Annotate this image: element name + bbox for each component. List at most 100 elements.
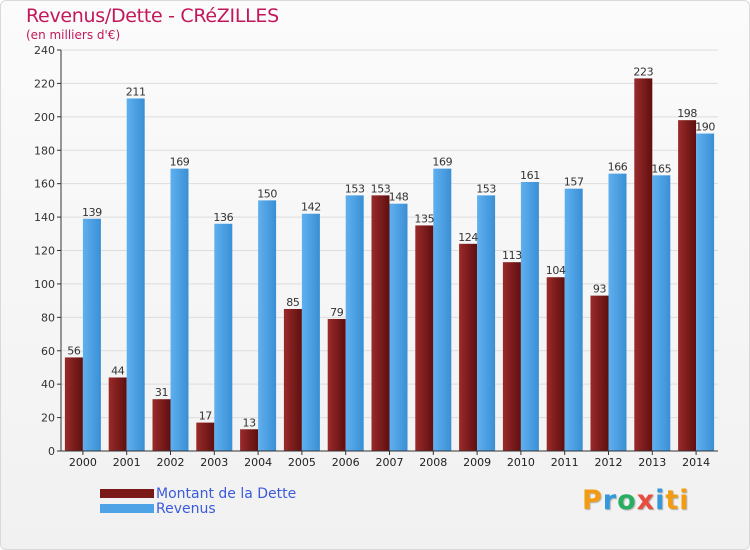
- bar-dette-2010: [502, 262, 521, 451]
- y-tick-label: 240: [34, 44, 55, 57]
- data-label-dette-2008: 135: [414, 212, 434, 225]
- chart-title: Revenus/Dette - CRéZILLES: [26, 5, 279, 27]
- bar-dette-2009: [459, 243, 478, 451]
- bar-revenus-2001: [126, 98, 145, 452]
- data-label-dette-2013: 223: [633, 65, 653, 78]
- proxiti-logo: Proxiti: [582, 485, 690, 516]
- bar-dette-2003: [196, 422, 215, 451]
- bar-dette-2007: [371, 195, 390, 451]
- x-tick-label-2004: 2004: [244, 456, 272, 469]
- data-label-dette-2002: 31: [155, 386, 168, 399]
- x-tick-label-2005: 2005: [288, 456, 316, 469]
- x-tick-label-2002: 2002: [157, 456, 185, 469]
- data-label-revenus-2008: 169: [432, 156, 452, 169]
- logo-letter: P: [582, 485, 603, 516]
- x-tick-label-2009: 2009: [463, 456, 491, 469]
- bar-revenus-2010: [520, 181, 539, 451]
- bar-dette-2014: [678, 120, 697, 452]
- data-label-revenus-2012: 166: [608, 161, 628, 174]
- data-label-revenus-2006: 153: [345, 182, 365, 195]
- bar-revenus-2005: [301, 213, 320, 451]
- y-tick-label: 200: [34, 111, 55, 124]
- data-label-dette-2001: 44: [111, 364, 125, 377]
- bar-dette-2012: [590, 295, 609, 451]
- bar-revenus-2011: [564, 188, 583, 451]
- data-label-dette-2005: 85: [286, 296, 300, 309]
- y-tick-label: 180: [34, 144, 55, 157]
- data-label-revenus-2010: 161: [520, 169, 540, 182]
- x-tick-label-2011: 2011: [551, 456, 579, 469]
- x-tick-label-2001: 2001: [113, 456, 141, 469]
- bar-revenus-2013: [652, 175, 671, 451]
- data-label-revenus-2009: 153: [476, 182, 496, 195]
- bar-revenus-2014: [696, 133, 715, 451]
- bar-dette-2006: [327, 319, 346, 451]
- chart-subtitle: (en milliers d'€): [26, 28, 121, 42]
- data-label-revenus-2005: 142: [301, 201, 321, 214]
- data-label-dette-2012: 93: [593, 283, 607, 296]
- x-tick-label-2014: 2014: [682, 456, 710, 469]
- legend: Montant de la Dette Revenus: [100, 486, 296, 517]
- x-tick-label-2010: 2010: [507, 456, 535, 469]
- bar-revenus-2006: [345, 195, 364, 451]
- bar-dette-2001: [108, 377, 127, 451]
- data-label-dette-2010: 113: [502, 249, 522, 262]
- y-tick-label: 140: [34, 211, 55, 224]
- x-tick-label-2007: 2007: [376, 456, 404, 469]
- bar-revenus-2004: [258, 200, 277, 451]
- data-label-revenus-2014: 190: [695, 121, 715, 134]
- bar-dette-2000: [64, 357, 83, 451]
- axis-layer: 0 20 40 60 80 100 120 140 160 180 200 220 240 2000 200…: [34, 44, 718, 469]
- bar-dette-2004: [240, 429, 259, 451]
- bar-dette-2008: [415, 225, 434, 451]
- data-label-dette-2004: 13: [242, 416, 256, 429]
- bar-revenus-2003: [214, 223, 233, 451]
- x-tick-label-2008: 2008: [419, 456, 447, 469]
- legend-swatch-dette: [100, 489, 154, 498]
- bar-revenus-2008: [433, 168, 452, 452]
- data-label-dette-2007: 153: [371, 182, 391, 195]
- bar-revenus-2012: [608, 173, 627, 451]
- x-tick-label-2006: 2006: [332, 456, 360, 469]
- data-label-dette-2000: 56: [67, 344, 81, 357]
- y-tick-label: 160: [34, 178, 55, 191]
- bar-layer: [64, 78, 715, 452]
- data-label-revenus-2003: 136: [213, 211, 233, 224]
- x-tick-label-2003: 2003: [200, 456, 228, 469]
- y-tick-label: 100: [34, 278, 55, 291]
- data-label-revenus-2013: 165: [651, 162, 671, 175]
- x-tick-label-2000: 2000: [69, 456, 97, 469]
- y-tick-label: 40: [41, 378, 55, 391]
- y-tick-label: 120: [34, 245, 55, 258]
- legend-item-revenus: Revenus: [100, 501, 296, 517]
- data-label-dette-2014: 198: [677, 107, 697, 120]
- data-label-dette-2006: 79: [330, 306, 344, 319]
- bar-revenus-2007: [389, 203, 408, 451]
- y-tick-label: 20: [41, 412, 55, 425]
- y-tick-label: 220: [34, 77, 55, 90]
- bar-dette-2011: [546, 277, 565, 451]
- data-label-dette-2011: 104: [546, 264, 566, 277]
- y-tick-label: 80: [41, 311, 55, 324]
- y-tick-label: 60: [41, 345, 55, 358]
- legend-item-dette: Montant de la Dette: [100, 486, 296, 502]
- bar-dette-2013: [634, 78, 653, 451]
- data-label-revenus-2002: 169: [170, 156, 190, 169]
- bar-revenus-2002: [170, 168, 189, 452]
- x-tick-label-2013: 2013: [638, 456, 666, 469]
- data-label-dette-2003: 17: [199, 410, 213, 423]
- data-label-revenus-2011: 157: [564, 176, 584, 189]
- data-label-dette-2009: 124: [458, 231, 478, 244]
- logo-letter: ti: [665, 485, 690, 516]
- bar-revenus-2000: [82, 218, 101, 451]
- logo-letter: o: [617, 485, 637, 516]
- data-label-revenus-2007: 148: [389, 191, 409, 204]
- logo-letter: i: [655, 485, 666, 516]
- logo-letter: r: [602, 485, 618, 516]
- data-label-revenus-2001: 211: [126, 85, 146, 98]
- bar-revenus-2009: [477, 195, 496, 451]
- bar-dette-2005: [283, 308, 302, 451]
- data-label-revenus-2000: 139: [82, 206, 102, 219]
